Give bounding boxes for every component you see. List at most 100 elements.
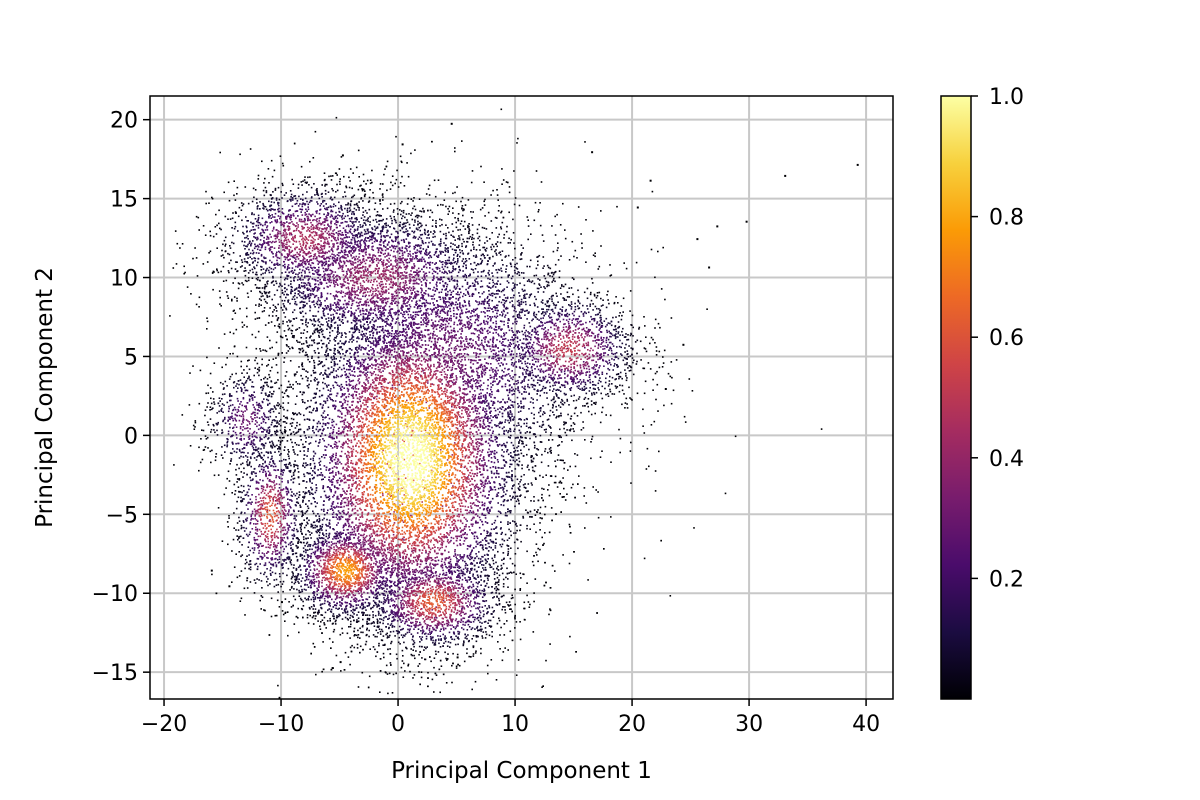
data-point: [516, 284, 518, 286]
data-point: [642, 409, 644, 411]
data-point: [489, 546, 491, 548]
data-point: [551, 272, 553, 274]
data-point: [271, 396, 273, 398]
data-point: [218, 272, 220, 274]
data-point: [642, 425, 644, 427]
data-point: [347, 208, 349, 210]
data-point: [515, 476, 517, 478]
data-point: [300, 598, 302, 600]
data-point: [344, 332, 346, 334]
data-point: [280, 425, 282, 427]
data-point: [477, 229, 479, 231]
data-point: [219, 303, 221, 305]
data-point: [308, 520, 310, 522]
data-point: [473, 238, 475, 240]
data-point: [457, 637, 459, 639]
data-point: [226, 385, 228, 387]
data-point: [400, 222, 402, 224]
data-point: [522, 289, 524, 291]
data-point: [273, 391, 275, 393]
data-point: [312, 333, 314, 335]
data-point: [591, 300, 593, 302]
data-point: [328, 207, 330, 209]
data-point: [321, 456, 323, 458]
data-point: [294, 434, 296, 436]
data-point: [509, 192, 511, 194]
data-point: [536, 314, 538, 316]
data-point: [630, 324, 632, 326]
data-point: [360, 646, 362, 648]
data-point: [365, 644, 367, 646]
data-point: [262, 596, 264, 598]
data-point: [486, 575, 488, 577]
data-point: [399, 225, 401, 227]
data-point: [273, 358, 275, 360]
data-point: [451, 638, 453, 640]
data-point: [312, 470, 314, 472]
data-point: [440, 638, 442, 640]
data-point: [258, 215, 260, 217]
data-point: [293, 472, 295, 474]
data-point: [291, 491, 293, 493]
data-point: [521, 464, 523, 466]
data-point: [336, 173, 338, 175]
data-point: [280, 296, 282, 298]
data-points: [169, 109, 859, 699]
data-point: [308, 184, 310, 186]
data-point: [277, 559, 279, 561]
data-point: [252, 201, 254, 203]
data-point: [626, 398, 628, 400]
data-point: [219, 290, 221, 292]
data-point: [556, 295, 558, 297]
data-point: [566, 493, 568, 495]
data-point: [301, 166, 303, 168]
data-point: [326, 533, 328, 535]
data-point: [358, 686, 360, 688]
data-point: [513, 232, 515, 234]
data-point: [515, 437, 517, 439]
data-point: [608, 385, 610, 387]
data-point: [520, 253, 522, 255]
data-point: [516, 621, 518, 623]
data-point: [510, 452, 512, 454]
data-point: [546, 311, 548, 313]
data-point: [354, 204, 356, 206]
data-point: [559, 444, 561, 446]
data-point: [299, 424, 301, 426]
data-point: [307, 418, 309, 420]
data-point: [550, 475, 552, 477]
data-point: [367, 605, 369, 607]
data-point: [488, 550, 490, 552]
data-point: [363, 181, 365, 183]
data-point: [403, 663, 405, 665]
data-point: [350, 647, 352, 649]
data-point: [487, 278, 489, 280]
data-point: [334, 358, 336, 360]
data-point: [447, 213, 449, 215]
data-point: [288, 559, 290, 561]
data-point: [300, 319, 302, 321]
data-point: [326, 321, 328, 323]
data-point: [600, 210, 602, 212]
data-point: [345, 617, 347, 619]
data-point: [550, 410, 552, 412]
data-point: [175, 230, 177, 232]
data-point: [539, 202, 541, 204]
data-point: [533, 433, 535, 435]
data-point: [413, 646, 415, 648]
data-point: [300, 198, 302, 200]
data-point: [296, 576, 298, 578]
data-point: [557, 459, 559, 461]
data-point: [297, 531, 299, 533]
data-point: [313, 498, 315, 500]
data-point: [555, 307, 557, 309]
data-point: [306, 318, 308, 320]
data-point: [311, 357, 313, 359]
data-point: [608, 322, 610, 324]
data-point: [458, 247, 460, 249]
data-point: [536, 448, 538, 450]
data-point: [398, 642, 400, 644]
data-point: [571, 487, 573, 489]
data-point: [350, 624, 352, 626]
data-point: [283, 415, 285, 417]
